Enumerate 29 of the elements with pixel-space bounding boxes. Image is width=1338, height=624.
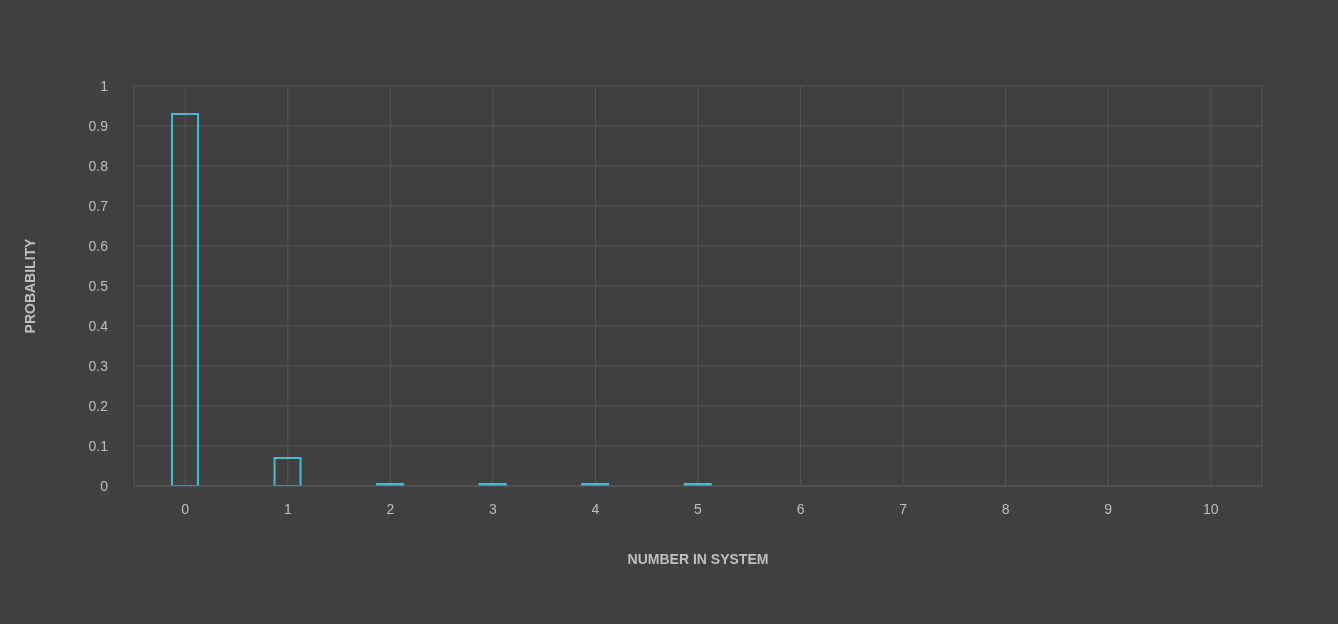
y-tick-label: 0 (100, 477, 109, 494)
y-tick-label: 0.1 (88, 437, 109, 454)
x-tick-label: 6 (796, 500, 805, 517)
y-tick-label: 0.9 (88, 117, 109, 134)
bar (171, 113, 199, 486)
bar (581, 483, 610, 486)
x-axis-title: NUMBER IN SYSTEM (627, 551, 769, 567)
y-tick-label: 0.3 (88, 357, 109, 374)
x-tick-label: 8 (1001, 500, 1010, 517)
x-tick-label: 7 (899, 500, 908, 517)
bar (683, 483, 712, 486)
bar (478, 483, 507, 486)
y-axis-title: PROBABILITY (21, 237, 38, 334)
x-tick-label: 4 (591, 500, 600, 517)
y-tick-label: 0.2 (88, 397, 109, 414)
x-tick-label: 3 (489, 500, 498, 517)
x-tick-label: 5 (694, 500, 703, 517)
x-tick-label: 0 (181, 500, 190, 517)
x-tick-label: 9 (1104, 500, 1113, 517)
y-tick-label: 0.7 (88, 197, 109, 214)
bar (376, 483, 405, 486)
y-tick-label: 0.5 (88, 277, 109, 294)
y-tick-label: 0.8 (88, 157, 109, 174)
y-tick-label: 1 (100, 77, 109, 94)
y-tick-label: 0.6 (88, 237, 109, 254)
x-tick-label: 1 (283, 500, 292, 517)
y-tick-label: 0.4 (88, 317, 109, 334)
x-tick-label: 10 (1202, 500, 1219, 517)
x-tick-label: 2 (386, 500, 395, 517)
